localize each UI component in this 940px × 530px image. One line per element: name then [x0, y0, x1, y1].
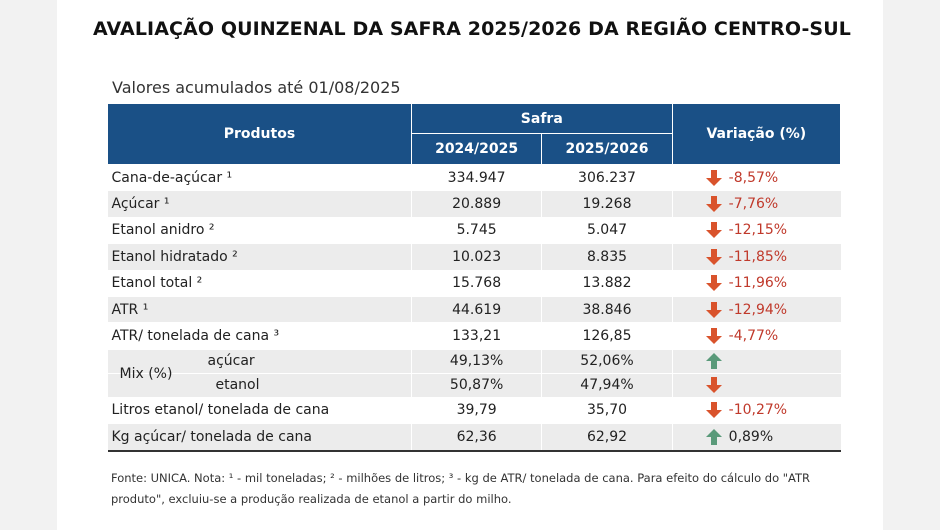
- page-title: AVALIAÇÃO QUINZENAL DA SAFRA 2025/2026 D…: [93, 18, 851, 40]
- header-variacao: Variação (%): [671, 103, 842, 165]
- arrow-down-icon: [705, 169, 722, 186]
- value-2025-2026: 8.835: [541, 243, 673, 271]
- value-2024-2025: 20.889: [410, 190, 542, 218]
- mix-cell-2: Mix (%) etanol: [107, 366, 412, 398]
- product-name: Etanol anidro ²: [107, 217, 412, 245]
- value-2024-2025: 10.023: [410, 243, 542, 271]
- variation-cell: -12,15%: [671, 217, 841, 245]
- mix-cell: açúcar: [107, 349, 412, 374]
- product-name: ATR/ tonelada de cana ³: [107, 322, 412, 350]
- variation-cell: -12,94%: [671, 296, 841, 324]
- safra-table: Produtos Safra Variação (%) 2024/2025 20…: [107, 103, 842, 452]
- mix-label: Mix (%): [119, 366, 173, 383]
- variation-value: -12,15%: [728, 222, 788, 239]
- product-name: Litros etanol/ tonelada de cana: [107, 397, 412, 425]
- variation-value: -12,94%: [728, 301, 788, 318]
- arrow-down-icon: [705, 402, 722, 419]
- product-name: Kg açúcar/ tonelada de cana: [107, 423, 412, 452]
- variation-value: -10,27%: [728, 402, 788, 419]
- value-2025-2026: 38.846: [541, 296, 673, 324]
- table-row: Açúcar ¹ 20.889 19.268 -7,76%: [107, 190, 841, 218]
- value-2024-2025: 334.947: [410, 164, 542, 192]
- mix-acucar-2024-2025: 49,13%: [410, 349, 542, 374]
- product-name: ATR ¹: [107, 296, 412, 324]
- table-row: Litros etanol/ tonelada de cana 39,79 35,7…: [107, 397, 841, 425]
- variation-cell: -10,27%: [671, 397, 841, 425]
- arrow-down-icon: [705, 275, 722, 292]
- variation-value: -7,76%: [728, 196, 779, 213]
- value-2025-2026: 19.268: [541, 190, 673, 218]
- value-2025-2026: 62,92: [541, 423, 673, 452]
- value-2025-2026: 5.047: [541, 217, 673, 245]
- variation-cell: -11,96%: [671, 270, 841, 297]
- variation-value: 0,89%: [728, 428, 774, 445]
- variation-cell: [671, 373, 841, 398]
- product-name: Etanol hidratado ²: [107, 243, 412, 271]
- product-name: Açúcar ¹: [107, 190, 412, 218]
- variation-cell: [671, 349, 841, 374]
- value-2024-2025: 5.745: [410, 217, 542, 245]
- table-row-mix-acucar: açúcar 49,13% 52,06%: [107, 349, 841, 374]
- report-page: AVALIAÇÃO QUINZENAL DA SAFRA 2025/2026 D…: [57, 0, 883, 530]
- variation-value: -11,85%: [728, 248, 788, 265]
- value-2025-2026: 35,70: [541, 397, 673, 425]
- variation-value: -8,57%: [728, 169, 779, 186]
- value-2024-2025: 15.768: [410, 270, 542, 297]
- value-2025-2026: 126,85: [541, 322, 673, 350]
- table-row: ATR ¹ 44.619 38.846 -12,94%: [107, 296, 841, 324]
- product-name: Cana-de-açúcar ¹: [107, 164, 412, 192]
- value-2025-2026: 13.882: [541, 270, 673, 297]
- mix-label-acucar: açúcar: [207, 353, 255, 370]
- page-subtitle: Valores acumulados até 01/08/2025: [112, 78, 401, 97]
- variation-cell: 0,89%: [671, 423, 841, 452]
- mix-etanol-2025-2026: 47,94%: [541, 373, 673, 398]
- table-row: Etanol anidro ² 5.745 5.047 -12,15%: [107, 217, 841, 245]
- mix-etanol-2024-2025: 50,87%: [410, 373, 542, 398]
- footnote: Fonte: UNICA. Nota: ¹ - mil toneladas; ²…: [111, 471, 811, 506]
- value-2024-2025: 44.619: [410, 296, 542, 324]
- table-row: Cana-de-açúcar ¹ 334.947 306.237 -8,57%: [107, 164, 841, 192]
- arrow-down-icon: [705, 377, 722, 394]
- variation-value: -4,77%: [728, 328, 779, 345]
- header-produtos: Produtos: [107, 103, 412, 165]
- mix-label-etanol: etanol: [215, 377, 260, 394]
- table-row: Etanol hidratado ² 10.023 8.835 -11,85%: [107, 243, 841, 271]
- table-row: Etanol total ² 15.768 13.882 -11,96%: [107, 270, 841, 297]
- arrow-down-icon: [705, 301, 722, 318]
- arrow-down-icon: [705, 248, 722, 265]
- arrow-down-icon: [705, 222, 722, 239]
- table-row: ATR/ tonelada de cana ³ 133,21 126,85 -4,77…: [107, 322, 841, 350]
- mix-acucar-2025-2026: 52,06%: [541, 349, 673, 374]
- header-safra: Safra: [410, 103, 673, 134]
- value-2025-2026: 306.237: [541, 164, 673, 192]
- header-year-2025-2026: 2025/2026: [541, 133, 673, 165]
- table-row: Kg açúcar/ tonelada de cana 62,36 62,92 0,8…: [107, 423, 841, 452]
- product-name: Etanol total ²: [107, 270, 412, 297]
- arrow-down-icon: [705, 328, 722, 345]
- value-2024-2025: 62,36: [410, 423, 542, 452]
- table-row-mix-etanol: Mix (%) etanol 50,87% 47,94%: [107, 366, 841, 398]
- value-2024-2025: 133,21: [410, 322, 542, 350]
- variation-cell: -4,77%: [671, 322, 841, 350]
- header-year-2024-2025: 2024/2025: [410, 133, 543, 165]
- variation-value: -11,96%: [728, 275, 788, 292]
- arrow-down-icon: [705, 196, 722, 213]
- arrow-up-icon: [705, 428, 722, 445]
- variation-cell: -8,57%: [671, 164, 841, 192]
- variation-cell: -11,85%: [671, 243, 841, 271]
- arrow-up-icon: [705, 353, 722, 370]
- value-2024-2025: 39,79: [410, 397, 542, 425]
- variation-cell: -7,76%: [671, 190, 841, 218]
